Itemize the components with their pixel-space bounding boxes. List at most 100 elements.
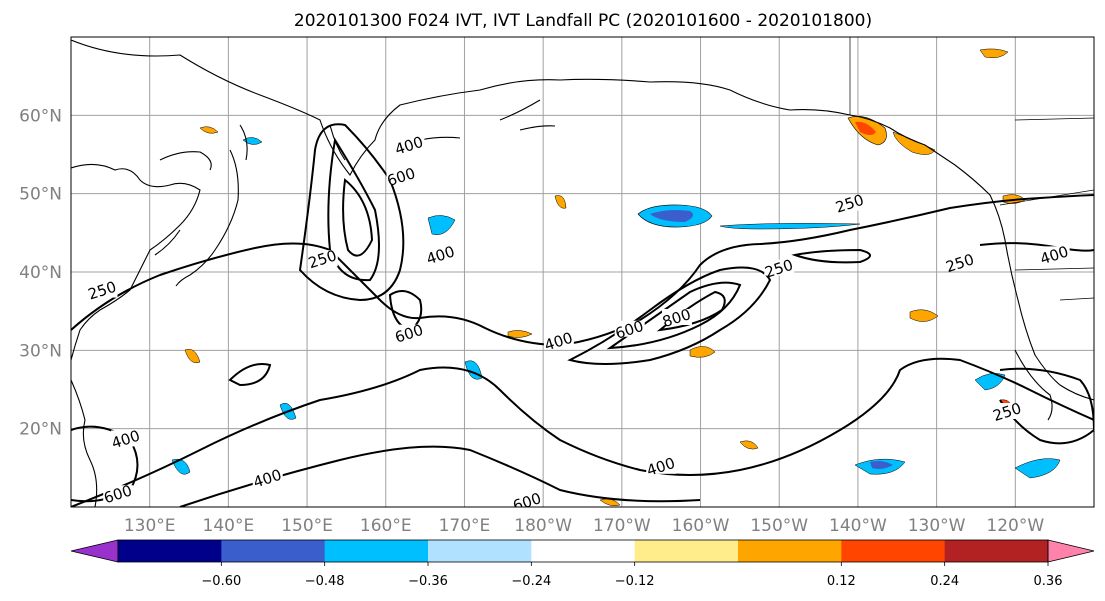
colorbar-extend-min — [70, 539, 119, 563]
colorbar-extend-max — [1047, 539, 1095, 563]
coast-se-asia — [71, 379, 98, 507]
lon-label: 160°W — [672, 516, 730, 536]
contour-label-bg — [512, 493, 543, 507]
shade-pos-ar — [689, 346, 716, 358]
shade-pos-core — [855, 121, 876, 135]
colorbar-tick-label: −0.36 — [408, 574, 448, 589]
contour-label-bg — [646, 457, 677, 474]
colorbar: −0.60−0.48−0.36−0.24−0.120.120.240.360.4… — [70, 539, 1095, 589]
contour-600-south — [388, 290, 423, 332]
lat-label: 30°N — [19, 341, 62, 361]
lat-label: 60°N — [19, 106, 62, 126]
colorbar-tick-label: −0.48 — [305, 574, 345, 589]
coast-sakhalin — [239, 124, 248, 161]
colorbar-segment — [841, 540, 946, 562]
colorbar-segment — [738, 540, 842, 562]
shade-neg-se — [1014, 458, 1061, 479]
lon-label: 130°W — [908, 516, 966, 536]
contour-label-bg — [307, 250, 338, 267]
lat-label: 40°N — [19, 263, 62, 283]
contour-600-kuril — [342, 178, 374, 257]
contour-label-bg — [614, 320, 645, 337]
colorbar-segment — [428, 540, 532, 562]
map-frame — [70, 36, 1095, 508]
shade-neg-japan-sea — [242, 137, 263, 145]
colorbar-tick-label: −0.24 — [511, 574, 551, 589]
shade-pos-east — [909, 309, 939, 322]
shade-neg-kuril — [427, 215, 456, 235]
coast-japan — [175, 149, 239, 287]
colorbar-segment — [118, 540, 222, 562]
contour-label-bg — [386, 168, 417, 184]
coast-siberia-alaska — [71, 39, 851, 177]
contour-label-bg — [543, 332, 574, 349]
lon-label: 120°W — [986, 516, 1044, 536]
lon-label: 130°E — [124, 516, 176, 536]
contour-label-bg — [764, 259, 795, 276]
shade-neg-band — [719, 223, 861, 230]
colorbar-segment — [634, 540, 739, 562]
contour-label-bg — [992, 403, 1023, 419]
contour-400-kuril — [327, 137, 380, 282]
colorbar-segment — [324, 540, 429, 562]
contour-800-ar — [656, 290, 726, 332]
contour-label-bg — [425, 246, 456, 263]
lon-label: 140°W — [829, 516, 887, 536]
shade-pos-a — [554, 195, 567, 209]
contour-250-east — [791, 248, 871, 264]
coast-asia — [71, 163, 201, 361]
longitude-labels: 130°E 140°E 150°E 160°E 170°E 180°W 170°W 160°W… — [124, 516, 1045, 536]
contour-600-ar — [606, 281, 742, 350]
coast-korea — [159, 151, 212, 171]
contour-label-bg — [945, 254, 976, 271]
contour-400-ar — [567, 266, 772, 365]
colorbar-tick-label: −0.12 — [615, 574, 655, 589]
contour-small-a — [228, 363, 272, 387]
shade-pos-mid — [507, 330, 533, 338]
coast-north-america — [849, 114, 1094, 401]
lon-label: 150°W — [750, 516, 808, 536]
contour-400-south — [71, 357, 1094, 507]
colorbar-segment — [221, 540, 326, 562]
contour-label-bg — [835, 194, 866, 211]
lon-label: 170°W — [593, 516, 651, 536]
shade-pos-canada — [979, 48, 1009, 59]
graticule — [71, 37, 1094, 507]
pc-shading — [171, 48, 1061, 507]
lat-label: 50°N — [19, 185, 62, 205]
lon-label: 140°E — [203, 516, 255, 536]
lat-label: 20°N — [19, 420, 62, 440]
shade-pos-china — [184, 349, 201, 363]
contour-label-bg — [111, 430, 142, 447]
lon-label: 150°E — [281, 516, 333, 536]
contour-label-bg — [252, 469, 283, 486]
colorbar-segment — [944, 540, 1049, 562]
contour-label-bg — [103, 485, 134, 502]
contour-label-bg — [394, 136, 425, 153]
shade-neg-tropical-core — [870, 461, 893, 469]
colorbar-tick-label: −0.60 — [201, 574, 241, 589]
latitude-labels: 60°N 50°N 40°N 30°N 20°N — [19, 106, 62, 439]
shade-pos-c — [739, 440, 759, 450]
coast-china-east — [154, 229, 181, 256]
shade-neg-core — [650, 210, 694, 222]
contour-label-bg — [661, 309, 692, 325]
contour-label-bg — [394, 324, 425, 341]
lon-label: 180°W — [514, 516, 572, 536]
colorbar-frame — [117, 539, 1049, 563]
contour-label-bg — [1039, 246, 1070, 263]
colorbar-segment — [531, 540, 636, 562]
shade-pos-nw — [199, 126, 219, 134]
coastlines — [71, 39, 1094, 507]
colorbar-tick-label: 0.12 — [827, 574, 856, 589]
contour-label-bg — [87, 281, 118, 298]
chart-title: 2020101300 F024 IVT, IVT Landfall PC (20… — [294, 11, 872, 31]
contour-400-sw — [71, 425, 139, 503]
colorbar-tick-label: 0.24 — [930, 574, 959, 589]
lon-label: 160°E — [360, 516, 412, 536]
lon-label: 170°E — [439, 516, 491, 536]
coast-baja — [1014, 349, 1053, 421]
shade-neg-mexico — [974, 373, 1006, 391]
colorbar-tick-label: 0.36 — [1034, 574, 1063, 589]
